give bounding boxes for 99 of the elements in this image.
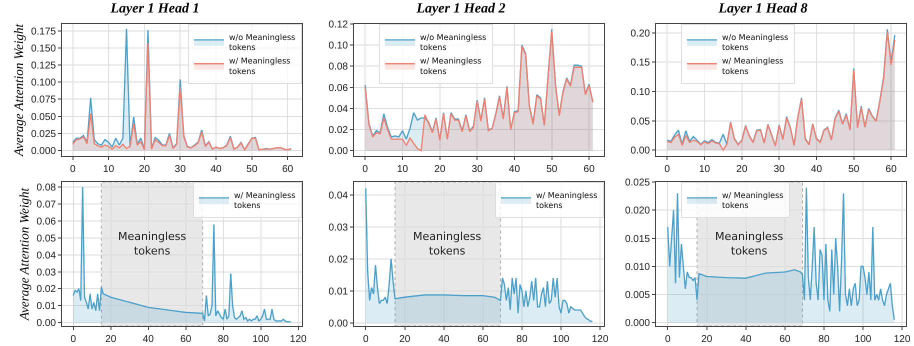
- x-tick-label: 0: [362, 334, 369, 345]
- y-tick-label: 0.03: [36, 267, 56, 278]
- x-tick-label: 50: [546, 164, 558, 175]
- y-tick-label: 0.00: [328, 146, 348, 158]
- y-tick-label: 0.04: [328, 104, 348, 115]
- x-tick-label: 60: [779, 334, 791, 345]
- y-tick-label: 0.050: [30, 112, 56, 123]
- x-tick-label: 0: [664, 334, 671, 345]
- x-tick-label: 80: [818, 334, 830, 345]
- x-tick-label: 0: [362, 164, 368, 175]
- band-label: Meaningless tokens: [715, 230, 784, 258]
- y-tick-label: 0.02: [328, 254, 348, 266]
- x-tick-label: 40: [438, 334, 450, 345]
- x-tick-label: 0: [664, 164, 670, 175]
- y-tick-label: 0.175: [30, 26, 56, 38]
- legend-label: w/ Meaningless tokens: [536, 190, 598, 210]
- x-tick-label: 10: [396, 164, 409, 175]
- x-tick-label: 40: [740, 334, 752, 345]
- legend-label: w/o Meaningless tokens: [722, 32, 788, 52]
- band-label: Meaningless tokens: [413, 230, 482, 258]
- y-tick-label: 0.000: [30, 146, 56, 158]
- legend-label: w/ Meaningless tokens: [234, 190, 296, 210]
- x-tick-label: 0: [70, 334, 76, 345]
- x-tick-label: 50: [246, 164, 258, 175]
- y-tick-label: 0.08: [36, 182, 56, 194]
- y-tick-label: 0.03: [328, 222, 348, 234]
- x-tick-label: 20: [399, 334, 411, 345]
- y-tick-label: 0.010: [624, 262, 650, 273]
- x-tick-label: 30: [174, 164, 186, 175]
- x-tick-label: 60: [584, 164, 596, 175]
- x-tick-label: 20: [736, 164, 748, 175]
- x-tick-label: 30: [472, 164, 484, 175]
- y-tick-label: 0.02: [328, 125, 348, 136]
- chart-title: Layer 1 Head 1: [109, 1, 200, 16]
- x-tick-label: 40: [142, 334, 154, 345]
- y-tick-label: 0.125: [30, 60, 56, 72]
- y-tick-label: 0.20: [630, 28, 650, 40]
- legend-label: w/ Meaningless tokens: [722, 190, 784, 210]
- y-tick-label: 0.020: [624, 206, 650, 217]
- y-tick-label: 0.00: [36, 318, 56, 330]
- x-tick-label: 20: [701, 334, 713, 345]
- x-tick-label: 80: [218, 334, 230, 345]
- y-tick-label: 0.10: [630, 86, 650, 98]
- y-tick-label: 0.000: [624, 318, 650, 330]
- x-tick-label: 120: [290, 334, 308, 345]
- y-tick-label: 0.04: [328, 190, 348, 202]
- x-tick-label: 10: [698, 164, 711, 175]
- y-tick-label: 0.01: [328, 286, 348, 298]
- y-tick-label: 0.08: [328, 62, 348, 73]
- x-tick-label: 0: [70, 164, 76, 175]
- y-tick-label: 0.025: [30, 128, 56, 140]
- chart-title: Layer 1 Head 8: [717, 1, 808, 16]
- y-tick-label: 0.07: [36, 200, 56, 211]
- y-tick-label: 0.005: [624, 290, 650, 301]
- y-tick-label: 0.04: [36, 250, 56, 262]
- x-tick-label: 20: [105, 334, 117, 345]
- y-tick-label: 0.075: [30, 94, 56, 106]
- y-tick-label: 0.00: [630, 146, 650, 157]
- y-tick-label: 0.05: [630, 116, 650, 128]
- x-tick-label: 60: [180, 334, 192, 345]
- x-tick-label: 100: [552, 334, 570, 345]
- y-tick-label: 0.05: [36, 233, 56, 244]
- x-tick-label: 10: [103, 164, 115, 175]
- legend-label: w/ Meaningless tokens: [420, 56, 482, 76]
- y-tick-label: 0.015: [624, 234, 650, 245]
- x-tick-label: 100: [854, 334, 872, 345]
- y-tick-label: 0.02: [36, 284, 56, 296]
- legend-label: w/ Meaningless tokens: [722, 56, 784, 76]
- y-tick-label: 0.06: [328, 82, 348, 94]
- legend-label: w/o Meaningless tokens: [229, 32, 296, 52]
- x-tick-label: 120: [894, 334, 911, 345]
- x-tick-label: 40: [810, 164, 822, 175]
- legend-label: w/o Meaningless tokens: [420, 32, 486, 52]
- y-tick-label: 0.150: [30, 43, 56, 54]
- x-tick-label: 20: [138, 164, 150, 175]
- y-tick-label: 0.00: [328, 318, 348, 330]
- y-axis-title: Average Attention Weight: [10, 24, 26, 158]
- x-tick-label: 80: [516, 334, 528, 345]
- y-tick-label: 0.100: [30, 78, 56, 89]
- chart-title: Layer 1 Head 2: [415, 1, 506, 16]
- y-tick-label: 0.025: [624, 178, 650, 188]
- x-tick-label: 60: [282, 164, 294, 175]
- x-tick-label: 60: [477, 334, 489, 345]
- x-tick-label: 40: [210, 164, 222, 175]
- legend-label: w/ Meaningless tokens: [229, 56, 290, 76]
- y-tick-label: 0.10: [328, 40, 348, 52]
- y-axis-title: Average Attention Weight: [16, 188, 32, 322]
- y-tick-label: 0.01: [36, 301, 56, 312]
- x-tick-label: 120: [592, 334, 609, 345]
- y-tick-label: 0.12: [328, 20, 348, 30]
- y-tick-label: 0.06: [36, 216, 56, 228]
- x-tick-label: 100: [252, 334, 270, 345]
- x-tick-label: 20: [434, 164, 446, 175]
- x-tick-label: 60: [886, 164, 898, 175]
- x-tick-label: 50: [848, 164, 860, 175]
- x-tick-label: 40: [508, 164, 520, 175]
- y-tick-label: 0.15: [630, 58, 650, 69]
- x-tick-label: 30: [774, 164, 786, 175]
- band-label: Meaningless tokens: [118, 230, 187, 258]
